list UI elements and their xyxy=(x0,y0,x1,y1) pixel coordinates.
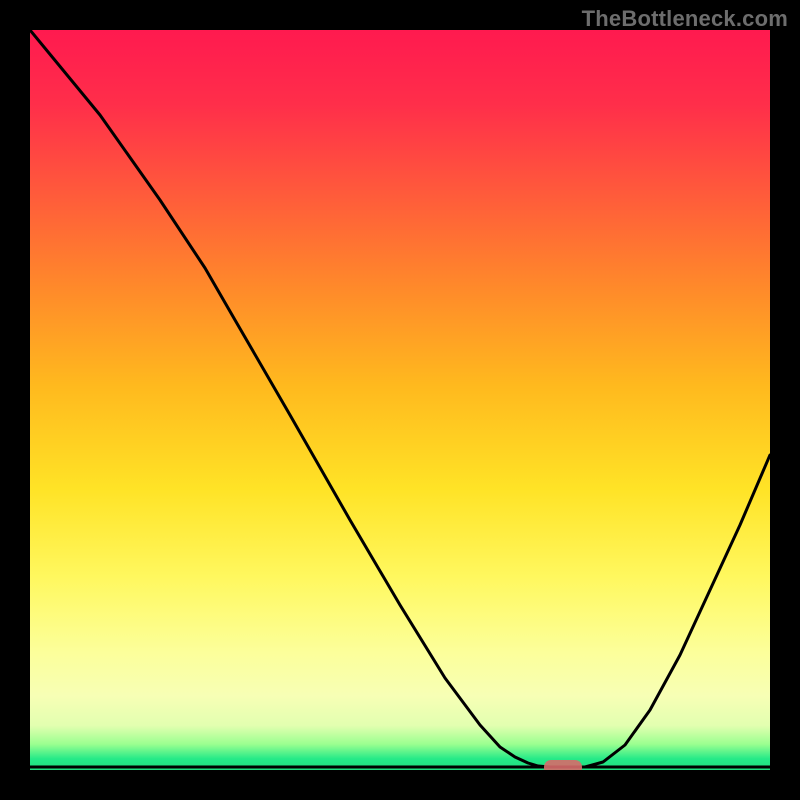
plot-area xyxy=(30,30,770,770)
optimal-marker xyxy=(544,760,582,770)
gradient-background xyxy=(30,30,770,770)
bottleneck-curve-chart xyxy=(30,30,770,770)
chart-frame: TheBottleneck.com xyxy=(0,0,800,800)
watermark-text: TheBottleneck.com xyxy=(582,6,788,32)
